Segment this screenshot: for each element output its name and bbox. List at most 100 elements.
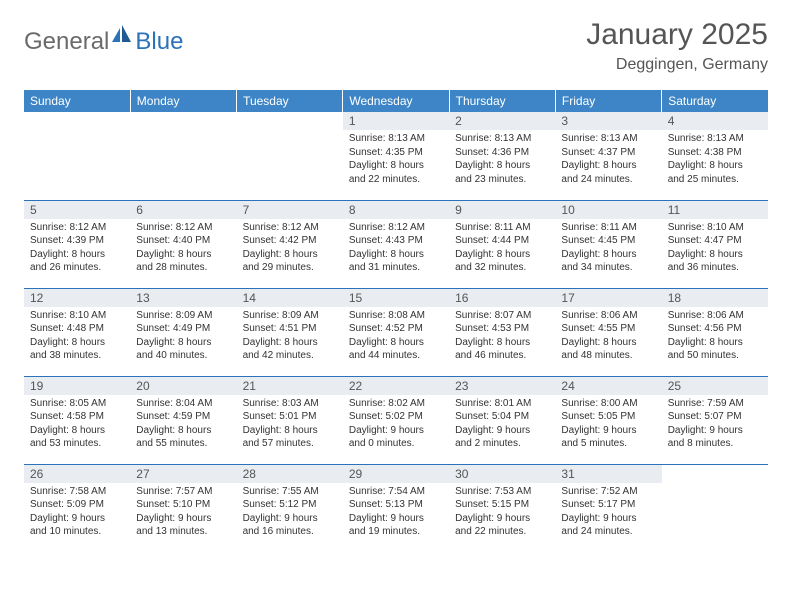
sunset-text: Sunset: 5:04 PM bbox=[455, 410, 549, 424]
day-cell-inner: 28Sunrise: 7:55 AMSunset: 5:12 PMDayligh… bbox=[237, 465, 343, 543]
day-details: Sunrise: 7:58 AMSunset: 5:09 PMDaylight:… bbox=[30, 485, 124, 539]
day-cell: 10Sunrise: 8:11 AMSunset: 4:45 PMDayligh… bbox=[555, 200, 661, 288]
day-details: Sunrise: 8:03 AMSunset: 5:01 PMDaylight:… bbox=[243, 397, 337, 451]
sunrise-text: Sunrise: 8:12 AM bbox=[136, 221, 230, 235]
sunrise-text: Sunrise: 8:13 AM bbox=[349, 132, 443, 146]
day-cell-inner bbox=[662, 465, 768, 475]
day-cell-inner: 17Sunrise: 8:06 AMSunset: 4:55 PMDayligh… bbox=[555, 289, 661, 367]
day-number: 15 bbox=[343, 289, 449, 307]
day-cell-inner: 3 Sunrise: 8:13 AMSunset: 4:37 PMDaylight… bbox=[555, 112, 661, 190]
sunrise-text: Sunrise: 8:06 AM bbox=[561, 309, 655, 323]
sunset-text: Sunset: 4:44 PM bbox=[455, 234, 549, 248]
day-number: 6 bbox=[130, 201, 236, 219]
sunset-text: Sunset: 4:40 PM bbox=[136, 234, 230, 248]
day-number: 7 bbox=[237, 201, 343, 219]
day-cell: 20Sunrise: 8:04 AMSunset: 4:59 PMDayligh… bbox=[130, 376, 236, 464]
page-header: General Blue January 2025 Deggingen, Ger… bbox=[24, 18, 768, 76]
day-cell: 30Sunrise: 7:53 AMSunset: 5:15 PMDayligh… bbox=[449, 464, 555, 552]
day-details: Sunrise: 7:59 AMSunset: 5:07 PMDaylight:… bbox=[668, 397, 762, 451]
day-cell-inner: 4Sunrise: 8:13 AMSunset: 4:38 PMDaylight… bbox=[662, 112, 768, 190]
location-text: Deggingen, Germany bbox=[586, 56, 768, 74]
daylight-text: Daylight: 8 hours and 57 minutes. bbox=[243, 424, 337, 451]
day-cell-inner: 26 Sunrise: 7:58 AMSunset: 5:09 PMDayligh… bbox=[24, 465, 130, 543]
daylight-text: Daylight: 9 hours and 22 minutes. bbox=[455, 512, 549, 539]
col-header-sunday: Sunday bbox=[24, 90, 130, 112]
col-header-thursday: Thursday bbox=[449, 90, 555, 112]
day-cell-inner: 15Sunrise: 8:08 AMSunset: 4:52 PMDayligh… bbox=[343, 289, 449, 367]
day-number: 19 bbox=[24, 377, 130, 395]
day-cell: 16Sunrise: 8:07 AMSunset: 4:53 PMDayligh… bbox=[449, 288, 555, 376]
sunset-text: Sunset: 4:39 PM bbox=[30, 234, 124, 248]
day-cell bbox=[662, 464, 768, 552]
day-number: 31 bbox=[555, 465, 661, 483]
sunrise-text: Sunrise: 8:13 AM bbox=[668, 132, 762, 146]
day-details: Sunrise: 8:11 AMSunset: 4:45 PMDaylight:… bbox=[561, 221, 655, 275]
day-details: Sunrise: 8:05 AMSunset: 4:58 PMDaylight:… bbox=[30, 397, 124, 451]
day-cell-inner bbox=[237, 112, 343, 122]
sunrise-text: Sunrise: 8:12 AM bbox=[243, 221, 337, 235]
day-cell-inner: 22Sunrise: 8:02 AMSunset: 5:02 PMDayligh… bbox=[343, 377, 449, 455]
daylight-text: Daylight: 8 hours and 46 minutes. bbox=[455, 336, 549, 363]
day-details: Sunrise: 8:12 AMSunset: 4:39 PMDaylight:… bbox=[30, 221, 124, 275]
day-cell-inner: 11Sunrise: 8:10 AMSunset: 4:47 PMDayligh… bbox=[662, 201, 768, 279]
calendar-body: 1Sunrise: 8:13 AMSunset: 4:35 PMDaylight… bbox=[24, 112, 768, 552]
day-cell-inner: 6Sunrise: 8:12 AMSunset: 4:40 PMDaylight… bbox=[130, 201, 236, 279]
day-details: Sunrise: 8:06 AMSunset: 4:56 PMDaylight:… bbox=[668, 309, 762, 363]
week-row: 5Sunrise: 8:12 AMSunset: 4:39 PMDaylight… bbox=[24, 200, 768, 288]
day-details: Sunrise: 7:53 AMSunset: 5:15 PMDaylight:… bbox=[455, 485, 549, 539]
sunset-text: Sunset: 4:36 PM bbox=[455, 146, 549, 160]
day-details: Sunrise: 8:13 AMSunset: 4:37 PMDaylight:… bbox=[561, 132, 655, 186]
sunset-text: Sunset: 4:59 PM bbox=[136, 410, 230, 424]
day-number: 1 bbox=[343, 112, 449, 130]
day-number: 3 bbox=[555, 112, 661, 130]
sunset-text: Sunset: 5:13 PM bbox=[349, 498, 443, 512]
day-cell-inner: 24Sunrise: 8:00 AMSunset: 5:05 PMDayligh… bbox=[555, 377, 661, 455]
sunrise-text: Sunrise: 8:12 AM bbox=[349, 221, 443, 235]
day-details: Sunrise: 7:52 AMSunset: 5:17 PMDaylight:… bbox=[561, 485, 655, 539]
day-details: Sunrise: 8:09 AMSunset: 4:49 PMDaylight:… bbox=[136, 309, 230, 363]
sunrise-text: Sunrise: 7:53 AM bbox=[455, 485, 549, 499]
sunrise-text: Sunrise: 8:02 AM bbox=[349, 397, 443, 411]
day-cell: 6Sunrise: 8:12 AMSunset: 4:40 PMDaylight… bbox=[130, 200, 236, 288]
day-number: 16 bbox=[449, 289, 555, 307]
daylight-text: Daylight: 8 hours and 48 minutes. bbox=[561, 336, 655, 363]
daylight-text: Daylight: 9 hours and 5 minutes. bbox=[561, 424, 655, 451]
sunset-text: Sunset: 5:09 PM bbox=[30, 498, 124, 512]
day-details: Sunrise: 8:04 AMSunset: 4:59 PMDaylight:… bbox=[136, 397, 230, 451]
sunset-text: Sunset: 5:10 PM bbox=[136, 498, 230, 512]
day-cell: 2Sunrise: 8:13 AMSunset: 4:36 PMDaylight… bbox=[449, 112, 555, 200]
sunrise-text: Sunrise: 8:05 AM bbox=[30, 397, 124, 411]
daylight-text: Daylight: 8 hours and 29 minutes. bbox=[243, 248, 337, 275]
day-cell: 1Sunrise: 8:13 AMSunset: 4:35 PMDaylight… bbox=[343, 112, 449, 200]
day-cell-inner: 1Sunrise: 8:13 AMSunset: 4:35 PMDaylight… bbox=[343, 112, 449, 190]
day-details: Sunrise: 7:55 AMSunset: 5:12 PMDaylight:… bbox=[243, 485, 337, 539]
sunset-text: Sunset: 4:58 PM bbox=[30, 410, 124, 424]
day-cell-inner: 2Sunrise: 8:13 AMSunset: 4:36 PMDaylight… bbox=[449, 112, 555, 190]
day-cell-inner: 31 Sunrise: 7:52 AMSunset: 5:17 PMDayligh… bbox=[555, 465, 661, 543]
day-cell: 29Sunrise: 7:54 AMSunset: 5:13 PMDayligh… bbox=[343, 464, 449, 552]
day-number: 26 bbox=[24, 465, 130, 483]
day-cell-inner: 12Sunrise: 8:10 AMSunset: 4:48 PMDayligh… bbox=[24, 289, 130, 367]
daylight-text: Daylight: 9 hours and 2 minutes. bbox=[455, 424, 549, 451]
daylight-text: Daylight: 9 hours and 10 minutes. bbox=[30, 512, 124, 539]
week-row: 1Sunrise: 8:13 AMSunset: 4:35 PMDaylight… bbox=[24, 112, 768, 200]
day-number: 4 bbox=[662, 112, 768, 130]
day-cell-inner: 13Sunrise: 8:09 AMSunset: 4:49 PMDayligh… bbox=[130, 289, 236, 367]
sunrise-text: Sunrise: 8:12 AM bbox=[30, 221, 124, 235]
sunset-text: Sunset: 4:42 PM bbox=[243, 234, 337, 248]
day-cell: 17Sunrise: 8:06 AMSunset: 4:55 PMDayligh… bbox=[555, 288, 661, 376]
sail-icon bbox=[112, 25, 132, 48]
day-cell: 25Sunrise: 7:59 AMSunset: 5:07 PMDayligh… bbox=[662, 376, 768, 464]
day-cell-inner: 9Sunrise: 8:11 AMSunset: 4:44 PMDaylight… bbox=[449, 201, 555, 279]
day-cell-inner: 18Sunrise: 8:06 AMSunset: 4:56 PMDayligh… bbox=[662, 289, 768, 367]
week-row: 19Sunrise: 8:05 AMSunset: 4:58 PMDayligh… bbox=[24, 376, 768, 464]
day-cell-inner: 8Sunrise: 8:12 AMSunset: 4:43 PMDaylight… bbox=[343, 201, 449, 279]
day-cell: 26 Sunrise: 7:58 AMSunset: 5:09 PMDayligh… bbox=[24, 464, 130, 552]
day-cell: 14Sunrise: 8:09 AMSunset: 4:51 PMDayligh… bbox=[237, 288, 343, 376]
day-cell: 7 Sunrise: 8:12 AMSunset: 4:42 PMDaylight… bbox=[237, 200, 343, 288]
title-block: January 2025 Deggingen, Germany bbox=[586, 18, 768, 76]
sunset-text: Sunset: 5:01 PM bbox=[243, 410, 337, 424]
sunrise-text: Sunrise: 7:55 AM bbox=[243, 485, 337, 499]
daylight-text: Daylight: 9 hours and 8 minutes. bbox=[668, 424, 762, 451]
day-number: 21 bbox=[237, 377, 343, 395]
